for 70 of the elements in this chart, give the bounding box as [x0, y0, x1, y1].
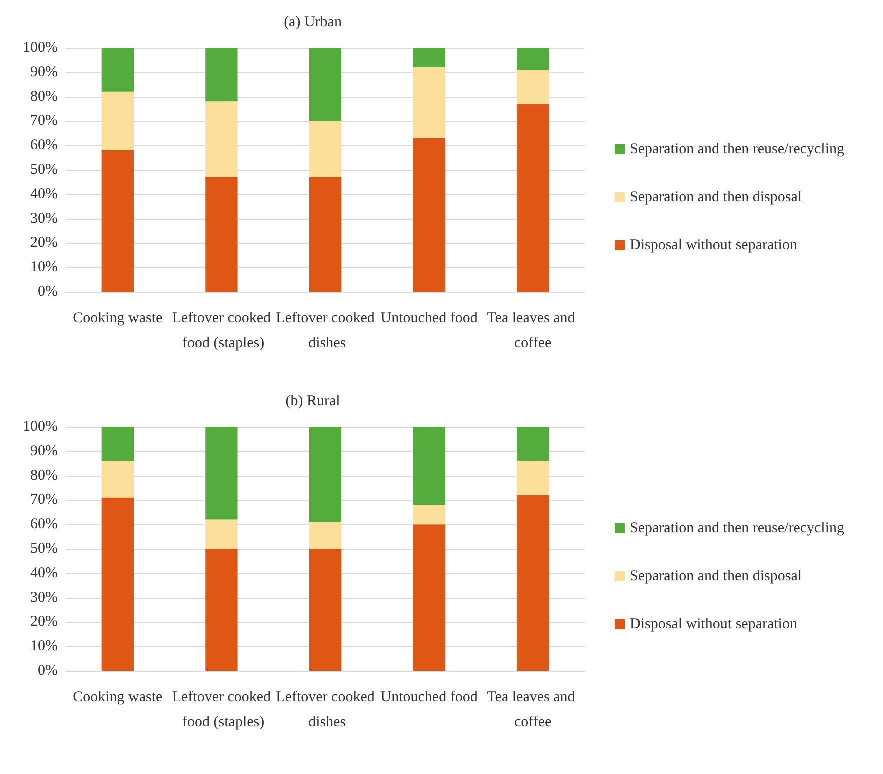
bar [309, 549, 342, 671]
bar [206, 549, 238, 671]
bar [517, 495, 550, 671]
legend-label: Separation and then reuse/recycling [630, 520, 845, 536]
bar [517, 427, 550, 462]
y-tick-label: 50% [30, 162, 58, 178]
bar [517, 104, 550, 292]
x-tick-label: Untouched food [380, 310, 478, 326]
y-tick-label: 0% [38, 663, 58, 679]
bar [413, 505, 446, 525]
bar [309, 48, 342, 122]
y-tick-label: 10% [30, 638, 58, 655]
legend-label: Disposal without separation [630, 616, 798, 632]
x-tick-label: Leftover cooked dishes [276, 690, 376, 730]
y-tick-label: 60% [30, 516, 58, 533]
chart-title: (b) Rural [286, 394, 340, 410]
bar [206, 177, 238, 292]
y-tick-label: 70% [30, 113, 58, 130]
bar [309, 522, 342, 549]
x-tick-label: Leftover cooked dishes [276, 310, 376, 352]
bar [309, 121, 342, 178]
y-tick-label: 70% [30, 492, 58, 508]
bar [102, 498, 134, 671]
x-tick-label: Leftover cooked food (staples) [172, 690, 272, 730]
bar [102, 427, 134, 462]
x-tick-label: Cooking waste [73, 310, 164, 326]
bar [517, 70, 550, 104]
chart-title: (a) Urban [284, 14, 342, 30]
y-tick-label: 90% [30, 64, 58, 80]
x-tick-label: Cooking waste [73, 690, 164, 706]
bar [206, 102, 238, 178]
bar [206, 520, 238, 549]
y-tick-label: 20% [30, 235, 58, 252]
bar [206, 427, 238, 520]
bar [413, 48, 446, 68]
bar [309, 427, 342, 522]
bar [102, 150, 134, 292]
legend-label: Separation and then reuse/recycling [630, 142, 845, 158]
y-tick-label: 90% [30, 443, 58, 460]
y-tick-label: 100% [23, 40, 58, 56]
y-tick-label: 30% [30, 590, 58, 606]
bar [413, 138, 446, 292]
bar [517, 48, 550, 70]
y-tick-label: 100% [23, 419, 58, 435]
bar [413, 524, 446, 671]
y-tick-label: 50% [30, 541, 58, 557]
x-tick-label: Tea leaves and coffee [487, 310, 580, 352]
bar [517, 461, 550, 496]
bar [206, 48, 238, 102]
y-tick-label: 30% [30, 210, 58, 227]
bar [309, 177, 342, 292]
y-tick-label: 10% [30, 260, 58, 276]
legend-label: Separation and then disposal [630, 568, 802, 584]
legend-label: Separation and then disposal [630, 190, 802, 206]
y-tick-label: 20% [30, 614, 58, 630]
bar [102, 461, 134, 498]
bar [102, 48, 134, 92]
y-tick-label: 80% [30, 468, 58, 484]
y-tick-label: 80% [30, 88, 58, 105]
bar [413, 68, 446, 138]
y-tick-label: 40% [30, 186, 58, 202]
y-tick-label: 40% [30, 565, 58, 582]
legend-label: Disposal without separation [630, 238, 798, 254]
x-tick-label: Untouched food [380, 690, 478, 706]
y-tick-label: 0% [38, 284, 58, 300]
bar [413, 427, 446, 506]
x-tick-label: Leftover cooked food (staples) [172, 310, 272, 352]
bar [102, 92, 134, 150]
x-tick-label: Tea leaves and coffee [487, 690, 580, 730]
y-tick-label: 60% [30, 138, 58, 154]
